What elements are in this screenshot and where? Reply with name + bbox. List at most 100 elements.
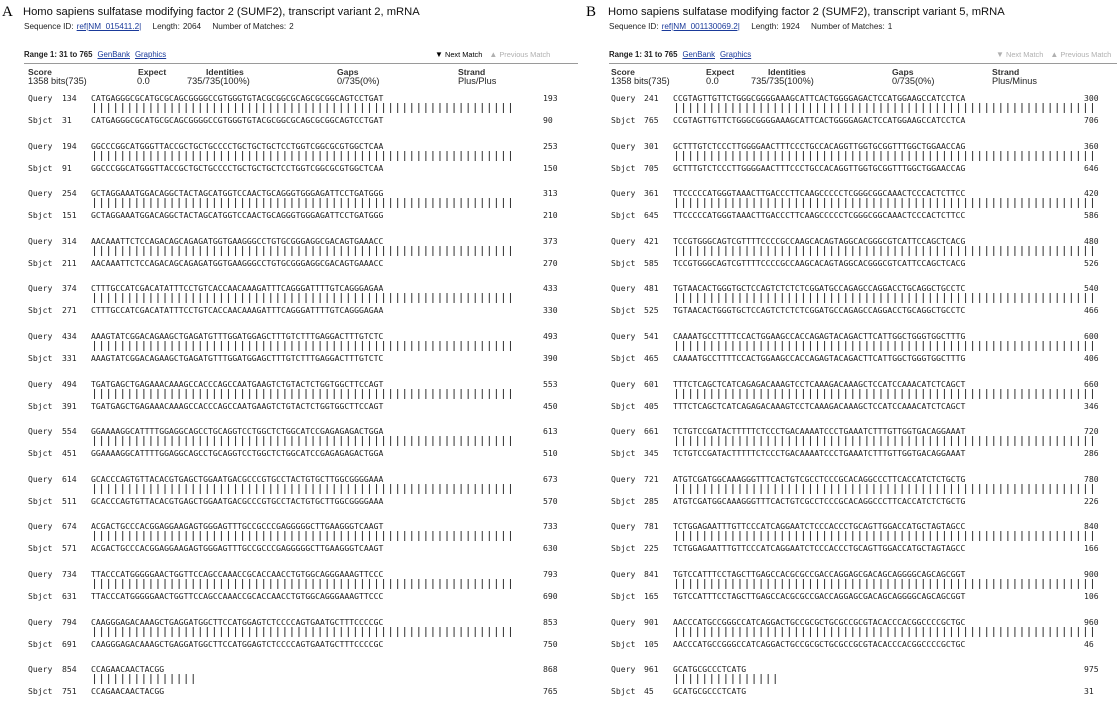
previous-match-button[interactable]: ▲ Previous Match	[489, 50, 551, 59]
match-bar	[887, 293, 889, 304]
match-bar	[767, 579, 769, 589]
end-position: 150	[543, 162, 558, 173]
match-bar	[474, 531, 476, 542]
matches-value: 1	[887, 22, 893, 31]
graphics-link[interactable]: Graphics	[719, 50, 752, 59]
match-bar	[178, 293, 180, 304]
previous-match-button[interactable]: ▲ Previous Match	[1050, 50, 1112, 59]
match-bar	[1000, 293, 1002, 304]
match-bar	[824, 150, 826, 161]
match-bar	[887, 579, 889, 589]
next-match-button[interactable]: ▼ Next Match	[435, 50, 483, 59]
match-bar	[753, 150, 755, 161]
match-bar	[1077, 198, 1079, 209]
end-position: 765	[543, 686, 558, 697]
match-bar	[788, 483, 790, 494]
match-bar	[129, 531, 131, 542]
match-bar	[298, 626, 300, 637]
start-position: 271	[62, 305, 77, 316]
triangle-down-icon: ▼	[435, 50, 443, 59]
match-bar	[753, 579, 755, 589]
match-bar	[739, 245, 741, 256]
match-bar	[859, 293, 861, 304]
start-position: 91	[62, 162, 72, 173]
match-bar	[347, 293, 349, 304]
match-bar	[397, 626, 399, 637]
match-bar	[425, 436, 427, 447]
match-bar	[859, 103, 861, 113]
match-bar	[788, 245, 790, 256]
genbank-link[interactable]: GenBank	[682, 50, 715, 59]
match-bar	[950, 245, 952, 256]
match-bar	[859, 341, 861, 351]
match-bar	[94, 436, 96, 447]
match-bar	[495, 293, 497, 304]
match-bar	[312, 245, 314, 256]
match-bar	[418, 388, 420, 399]
match-bar	[1028, 483, 1030, 494]
genbank-link[interactable]: GenBank	[97, 50, 130, 59]
match-bar	[178, 341, 180, 351]
match-bar	[866, 341, 868, 351]
match-bar	[859, 579, 861, 589]
match-bar	[411, 293, 413, 304]
match-bar	[718, 198, 720, 209]
match-bar	[270, 626, 272, 637]
match-bar	[802, 341, 804, 351]
match-bar	[880, 531, 882, 542]
match-bar	[199, 388, 201, 399]
match-bar	[235, 245, 237, 256]
match-bar	[683, 483, 685, 494]
match-bar	[171, 674, 173, 685]
match-bar	[845, 626, 847, 637]
match-bar	[460, 531, 462, 542]
match-bar	[767, 388, 769, 399]
match-bar	[908, 341, 910, 351]
seq-id-link[interactable]: ref|NM_015411.2|	[76, 22, 142, 31]
match-bar	[361, 579, 363, 589]
match-bar	[256, 245, 258, 256]
sequence-text: TGTAACACTGGGTGCTCCAGTCTCTCTCGGATGCCAGAGC…	[673, 305, 966, 316]
match-bar	[873, 483, 875, 494]
match-bar	[312, 483, 314, 494]
match-bar	[1070, 531, 1072, 542]
match-bar	[795, 483, 797, 494]
match-bar	[1014, 198, 1016, 209]
match-bar	[460, 483, 462, 494]
match-bar	[739, 531, 741, 542]
match-bar	[986, 245, 988, 256]
match-bar	[1056, 483, 1058, 494]
match-bar	[115, 388, 117, 399]
match-bar	[213, 579, 215, 589]
match-bar	[101, 198, 103, 209]
match-bar	[1021, 436, 1023, 447]
match-bar	[249, 388, 251, 399]
match-bar	[432, 103, 434, 113]
match-bars	[91, 103, 514, 113]
start-position: 241	[644, 93, 659, 103]
match-bar	[495, 245, 497, 256]
match-bar	[446, 103, 448, 113]
match-bar	[676, 531, 678, 542]
match-bar	[767, 293, 769, 304]
match-bar	[908, 436, 910, 447]
match-bar	[256, 531, 258, 542]
row-label: Query	[28, 378, 53, 389]
row-label: Query	[611, 426, 636, 437]
match-bars	[91, 674, 197, 685]
match-bar	[164, 626, 166, 637]
match-bar	[972, 103, 974, 113]
match-bar	[115, 579, 117, 589]
match-bar	[129, 579, 131, 589]
next-match-button[interactable]: ▼ Next Match	[996, 50, 1044, 59]
match-bar	[1070, 293, 1072, 304]
match-bar	[213, 103, 215, 113]
match-bar	[143, 293, 145, 304]
match-bars	[673, 245, 1096, 256]
seq-id-link[interactable]: ref|NM_001130069.2|	[661, 22, 740, 31]
match-bar	[256, 388, 258, 399]
graphics-link[interactable]: Graphics	[134, 50, 167, 59]
match-bar	[809, 103, 811, 113]
match-bar	[1049, 483, 1051, 494]
match-bar	[143, 388, 145, 399]
